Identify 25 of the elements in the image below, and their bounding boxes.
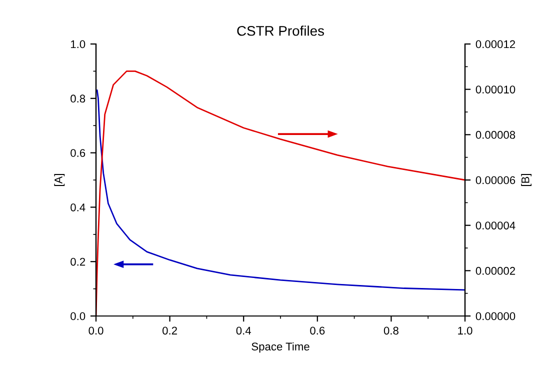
y2-tick-label: 0.00004 <box>476 222 516 230</box>
x-tick-label: 1.0 <box>458 326 472 335</box>
y2-tick-label: 0.00002 <box>476 266 516 275</box>
x-tick-label: 0.2 <box>162 326 177 335</box>
y-axis-title: [A] <box>54 174 65 186</box>
y2-tick-label: 0.00010 <box>476 86 516 94</box>
y-tick-label: 0.8 <box>70 94 86 103</box>
y2-axis-title: [B] <box>521 174 532 186</box>
x-tick-label: 0.4 <box>236 326 251 335</box>
y-tick-label: 0.6 <box>70 149 86 157</box>
y2-tick-label: 0.00008 <box>476 130 516 139</box>
y-tick-label: 1.0 <box>70 40 86 48</box>
chart-title: CSTR Profiles <box>237 26 324 36</box>
x-tick-label: 0.8 <box>384 326 398 335</box>
y-tick-label: 0.2 <box>70 258 86 266</box>
line-series <box>96 90 465 291</box>
y2-tick-label: 0.00012 <box>476 40 516 48</box>
line-series <box>96 70 465 316</box>
x-axis-title: Space Time <box>252 342 310 353</box>
x-tick-label: 0.0 <box>88 326 104 335</box>
y2-tick-label: 0.00006 <box>476 176 516 184</box>
y2-tick-label: 0.00000 <box>476 312 516 320</box>
x-tick-label: 0.6 <box>310 326 325 335</box>
y-tick-label: 0.4 <box>70 203 86 212</box>
y-tick-label: 0.0 <box>70 312 86 320</box>
